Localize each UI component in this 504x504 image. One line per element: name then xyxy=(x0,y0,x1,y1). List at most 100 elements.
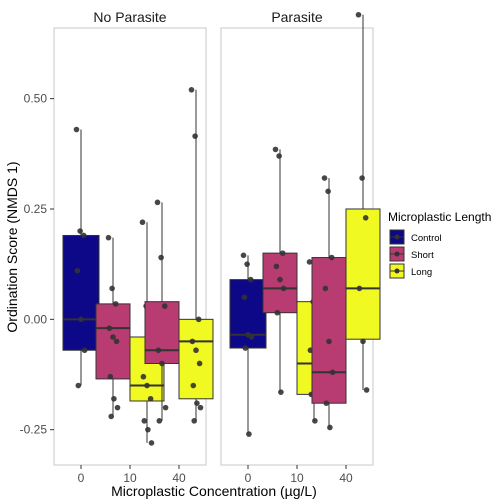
data-point xyxy=(148,440,155,446)
data-point xyxy=(110,334,116,340)
legend: Microplastic Length Control Short Long xyxy=(388,210,491,279)
data-point xyxy=(329,369,336,376)
plot-layer xyxy=(62,11,381,446)
data-point xyxy=(112,301,119,307)
data-point xyxy=(356,285,363,292)
box-long-40 xyxy=(345,11,381,393)
data-point xyxy=(145,426,151,433)
panel-title-no-parasite: No Parasite xyxy=(93,9,166,25)
data-point xyxy=(81,347,88,354)
box-iqr xyxy=(345,208,381,340)
x-tick-label: 40 xyxy=(339,471,353,485)
data-point xyxy=(312,418,318,424)
box-short-40 xyxy=(311,175,347,431)
x-axis-title: Microplastic Concentration (µg/L) xyxy=(111,483,317,499)
legend-item-control: Control xyxy=(389,229,442,245)
data-point xyxy=(190,382,197,389)
data-point xyxy=(280,285,287,292)
box-iqr xyxy=(262,252,298,314)
y-axis-title: Ordination Score (NMDS 1) xyxy=(4,161,20,332)
data-point xyxy=(188,86,195,93)
x-tick-label: 40 xyxy=(172,471,186,485)
data-point xyxy=(141,418,148,424)
data-point xyxy=(193,347,199,354)
data-point xyxy=(327,424,333,431)
box-control-0 xyxy=(229,252,267,437)
data-point xyxy=(80,232,87,239)
data-point xyxy=(326,338,332,345)
box-iqr xyxy=(95,303,131,380)
data-point xyxy=(360,338,366,345)
box-iqr xyxy=(178,318,214,400)
data-point xyxy=(105,234,112,241)
panel-title-parasite: Parasite xyxy=(271,9,323,25)
data-point xyxy=(114,404,121,411)
box-iqr xyxy=(311,257,347,404)
box-iqr xyxy=(62,234,100,351)
data-point xyxy=(162,404,169,411)
data-point xyxy=(274,309,281,316)
data-point xyxy=(106,325,113,331)
data-point xyxy=(248,334,255,340)
data-point xyxy=(144,382,150,389)
data-point xyxy=(272,146,279,153)
legend-swatch-point xyxy=(394,234,400,240)
data-point xyxy=(108,413,114,420)
legend-swatch-point xyxy=(394,251,400,257)
data-point xyxy=(191,418,197,424)
data-point xyxy=(194,400,200,407)
legend-title: Microplastic Length xyxy=(388,210,491,224)
data-point xyxy=(278,389,284,395)
data-point xyxy=(154,199,161,206)
data-point xyxy=(78,316,84,323)
data-point xyxy=(73,126,80,133)
legend-swatch-point xyxy=(394,268,400,274)
data-point xyxy=(323,400,330,407)
data-point xyxy=(158,254,164,261)
data-point xyxy=(109,285,115,292)
box-iqr xyxy=(144,301,180,364)
data-point xyxy=(156,418,163,424)
y-tick-label: 0.00 xyxy=(24,312,48,326)
data-point xyxy=(240,252,247,259)
y-tick-label: 0.25 xyxy=(24,202,48,216)
y-axis: -0.25 0.00 0.25 0.50 xyxy=(20,92,54,437)
data-point xyxy=(74,267,81,274)
data-point xyxy=(192,133,198,139)
data-point xyxy=(363,387,370,393)
data-point xyxy=(159,360,165,367)
data-point xyxy=(189,338,196,345)
data-point xyxy=(246,431,252,437)
box-short-10 xyxy=(95,234,131,420)
data-point xyxy=(328,254,335,261)
data-point xyxy=(325,188,331,195)
data-point xyxy=(277,276,283,283)
data-point xyxy=(355,11,362,18)
data-point xyxy=(247,276,254,283)
data-point xyxy=(111,395,117,402)
data-point xyxy=(147,395,154,402)
data-point xyxy=(273,263,280,270)
data-point xyxy=(242,345,249,351)
legend-label: Long xyxy=(411,267,432,278)
box-short-10 xyxy=(262,146,298,395)
data-point xyxy=(359,175,365,181)
data-point xyxy=(241,294,248,301)
x-tick-label: 0 xyxy=(78,471,85,485)
legend-label: Control xyxy=(411,233,442,244)
data-point xyxy=(276,153,282,159)
data-point xyxy=(75,382,82,389)
data-point xyxy=(196,360,203,367)
data-point xyxy=(77,228,83,234)
box-short-40 xyxy=(144,199,180,424)
y-tick-label: -0.25 xyxy=(20,423,48,437)
legend-label: Short xyxy=(411,250,434,261)
data-point xyxy=(321,175,328,181)
data-point xyxy=(322,285,329,292)
box-long-40 xyxy=(178,86,214,424)
legend-item-short: Short xyxy=(389,246,434,262)
x-axis: 0 10 40 0 10 40 xyxy=(78,465,353,485)
box-control-0 xyxy=(62,126,100,389)
data-point xyxy=(195,316,202,323)
